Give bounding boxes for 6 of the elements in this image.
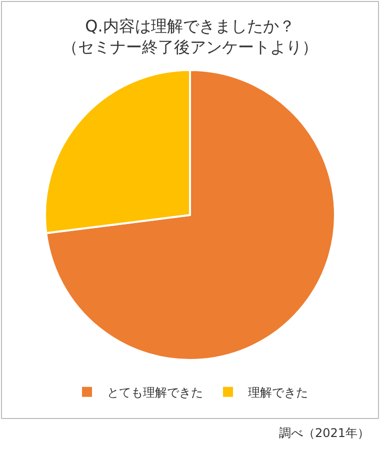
pie-slice (45, 69, 336, 361)
chart-title: Q.内容は理解できましたか？ (85, 16, 295, 36)
legend-label: とても理解できた (107, 386, 203, 400)
text: 調べ（2021年） (279, 426, 370, 440)
chart-subtitle: （セミナー終了後アンケートより） (62, 37, 318, 56)
legend-label: 理解できた (248, 386, 308, 400)
